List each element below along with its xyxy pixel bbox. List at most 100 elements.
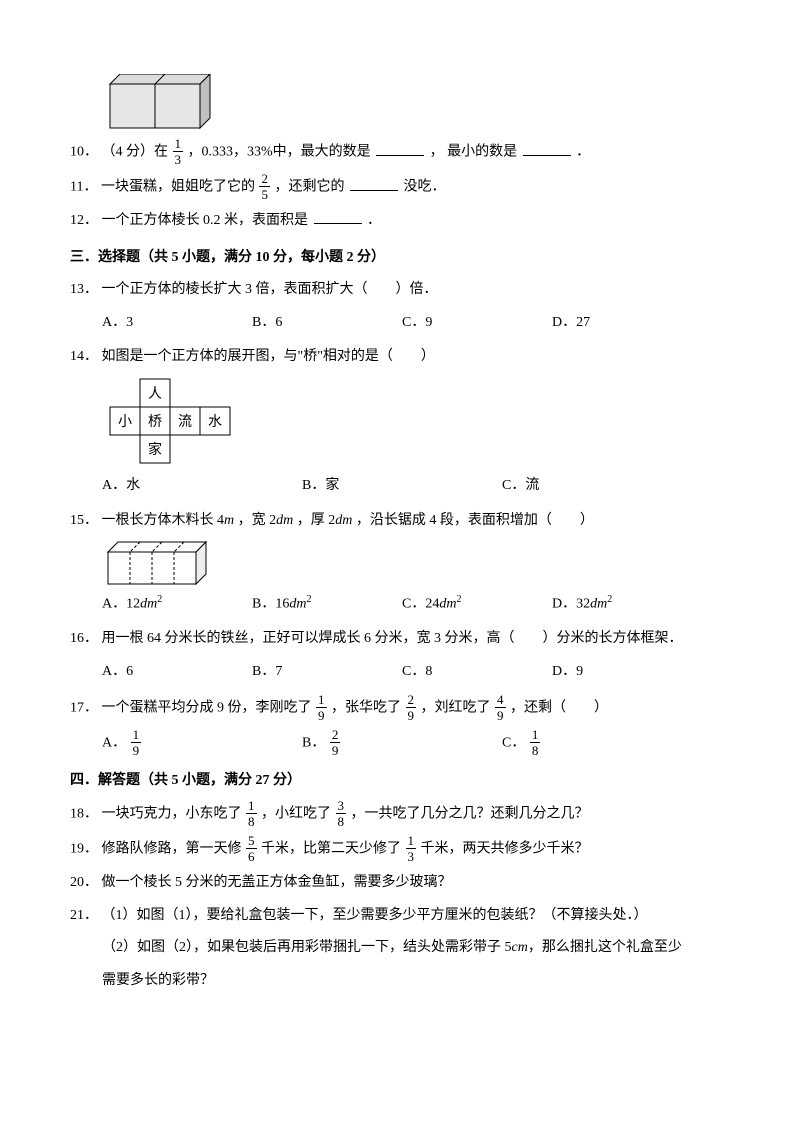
net-cell-5: 家 bbox=[148, 441, 162, 458]
figure-net: 人 小 桥 流 水 家 bbox=[102, 377, 252, 469]
q13-choice-d[interactable]: D．27 bbox=[552, 310, 702, 337]
q11-num: 11． bbox=[70, 180, 97, 195]
q13-num: 13． bbox=[70, 282, 98, 297]
q17-end: ，还剩（ ） bbox=[510, 700, 608, 715]
q19-mid: 千米，比第二天少修了 bbox=[261, 842, 401, 857]
q13-choices: A．3 B．6 C．9 D．27 bbox=[70, 310, 723, 337]
q17-frac2: 29 bbox=[406, 693, 417, 722]
question-21-line3: 需要多长的彩带？ bbox=[70, 968, 723, 995]
q16-choice-d[interactable]: D．9 bbox=[552, 659, 702, 686]
q13-choice-c[interactable]: C．9 bbox=[402, 310, 552, 337]
question-12: 12． 一个正方体棱长 0.2 米，表面积是 ． bbox=[70, 208, 723, 235]
q16-text: 用一根 64 分米长的铁丝，正好可以焊成长 6 分米，宽 3 分米，高（ ）分米… bbox=[102, 631, 683, 646]
q19-frac2: 13 bbox=[406, 834, 417, 863]
q21-l3: 需要多长的彩带？ bbox=[102, 973, 214, 988]
net-cell-2: 桥 bbox=[148, 414, 162, 430]
q19-pre: 修路队修路，第一天修 bbox=[102, 842, 242, 857]
q19-num: 19． bbox=[70, 842, 98, 857]
q20-num: 20． bbox=[70, 875, 98, 890]
question-11: 11． 一块蛋糕，姐姐吃了它的 25 ，还剩它的 没吃． bbox=[70, 173, 723, 202]
net-cell-4: 水 bbox=[208, 414, 222, 430]
q17-choice-c[interactable]: C． 18 bbox=[502, 729, 702, 758]
question-17: 17． 一个蛋糕平均分成 9 份，李刚吃了 19 ，张华吃了 29 ，刘红吃了 … bbox=[70, 694, 723, 723]
q14-num: 14． bbox=[70, 349, 98, 364]
q21-l1: （1）如图（1），要给礼盒包装一下，至少需要多少平方厘米的包装纸？（不算接头处．… bbox=[102, 908, 648, 923]
q17-choices: A． 19 B． 29 C． 18 bbox=[70, 729, 723, 758]
q11-frac: 25 bbox=[259, 172, 270, 201]
q15-choice-d[interactable]: D．32dm2 bbox=[552, 590, 702, 618]
net-cell-0: 人 bbox=[148, 386, 162, 402]
q16-num: 16． bbox=[70, 631, 98, 646]
q10-mid: ，0.333，33%中，最大的数是 bbox=[188, 145, 371, 160]
q15-choices: A．12dm2 B．16dm2 C．24dm2 D．32dm2 bbox=[70, 590, 723, 618]
q14-text: 如图是一个正方体的展开图，与"桥"相对的是（ ） bbox=[102, 349, 435, 364]
q10-mid2: ， 最小的数是 bbox=[430, 145, 518, 160]
q14-choices: A．水 B．家 C．流 bbox=[70, 473, 723, 500]
question-10: 10． （4 分）在 13 ，0.333，33%中，最大的数是 ， 最小的数是 … bbox=[70, 138, 723, 167]
q17-pre: 一个蛋糕平均分成 9 份，李刚吃了 bbox=[102, 700, 312, 715]
q14-choice-b[interactable]: B．家 bbox=[302, 473, 502, 500]
q18-frac2: 38 bbox=[336, 799, 347, 828]
q15-choice-b[interactable]: B．16dm2 bbox=[252, 590, 402, 618]
q21-l2-end: ，那么捆扎这个礼盒至少 bbox=[528, 940, 682, 955]
q18-num: 18． bbox=[70, 807, 98, 822]
q18-pre: 一块巧克力，小东吃了 bbox=[102, 807, 242, 822]
question-14: 14． 如图是一个正方体的展开图，与"桥"相对的是（ ） bbox=[70, 344, 723, 371]
q12-num: 12． bbox=[70, 213, 98, 228]
q19-end: 千米，两天共修多少千米？ bbox=[421, 842, 589, 857]
q15-mid1: ，宽 2 bbox=[238, 513, 277, 528]
q16-choice-c[interactable]: C．8 bbox=[402, 659, 552, 686]
q13-choice-b[interactable]: B．6 bbox=[252, 310, 402, 337]
section-3-heading: 三．选择题（共 5 小题，满分 10 分，每小题 2 分） bbox=[70, 245, 723, 272]
q17-mid2: ，刘红吃了 bbox=[421, 700, 491, 715]
q12-end: ． bbox=[367, 213, 381, 228]
q13-choice-a[interactable]: A．3 bbox=[102, 310, 252, 337]
q16-choice-a[interactable]: A．6 bbox=[102, 659, 252, 686]
q17-num: 17． bbox=[70, 700, 98, 715]
q10-num: 10． bbox=[70, 145, 98, 160]
q10-end: ． bbox=[576, 145, 590, 160]
q21-l2-cm: cm bbox=[512, 940, 528, 955]
q17-choice-b[interactable]: B． 29 bbox=[302, 729, 502, 758]
q15-end: ，沿长锯成 4 段，表面积增加（ ） bbox=[356, 513, 594, 528]
q15-choice-c[interactable]: C．24dm2 bbox=[402, 590, 552, 618]
q18-end: ，一共吃了几分之几？还剩几分之几？ bbox=[351, 807, 589, 822]
q15-dm2: dm bbox=[335, 513, 352, 528]
q17-mid1: ，张华吃了 bbox=[331, 700, 401, 715]
q11-end: 没吃． bbox=[403, 180, 445, 195]
question-20: 20． 做一个棱长 5 分米的无盖正方体金鱼缸，需要多少玻璃？ bbox=[70, 870, 723, 897]
question-21: 21． （1）如图（1），要给礼盒包装一下，至少需要多少平方厘米的包装纸？（不算… bbox=[70, 903, 723, 930]
section-4-heading: 四．解答题（共 5 小题，满分 27 分） bbox=[70, 768, 723, 795]
q18-frac1: 18 bbox=[246, 799, 257, 828]
q11-mid: ，还剩它的 bbox=[274, 180, 344, 195]
figure-cuboid-segments bbox=[102, 540, 212, 586]
q16-choice-b[interactable]: B．7 bbox=[252, 659, 402, 686]
q14-choice-a[interactable]: A．水 bbox=[102, 473, 302, 500]
q18-mid: ，小红吃了 bbox=[261, 807, 331, 822]
figure-two-cubes bbox=[102, 74, 212, 130]
question-15: 15． 一根长方体木料长 4m ，宽 2dm ，厚 2dm ，沿长锯成 4 段，… bbox=[70, 508, 723, 535]
q14-choice-c[interactable]: C．流 bbox=[502, 473, 702, 500]
question-21-line2: （2）如图（2），如果包装后再用彩带捆扎一下，结头处需彩带子 5cm，那么捆扎这… bbox=[70, 935, 723, 962]
q15-dm1: dm bbox=[276, 513, 293, 528]
q11-pre: 一块蛋糕，姐姐吃了它的 bbox=[101, 180, 255, 195]
question-16: 16． 用一根 64 分米长的铁丝，正好可以焊成长 6 分米，宽 3 分米，高（… bbox=[70, 626, 723, 653]
q21-l2-pre: （2）如图（2），如果包装后再用彩带捆扎一下，结头处需彩带子 5 bbox=[102, 940, 512, 955]
q10-blank1[interactable] bbox=[376, 141, 424, 156]
question-19: 19． 修路队修路，第一天修 56 千米，比第二天少修了 13 千米，两天共修多… bbox=[70, 835, 723, 864]
q19-frac1: 56 bbox=[246, 834, 257, 863]
q11-blank[interactable] bbox=[350, 176, 398, 191]
q15-pre: 一根长方体木料长 4 bbox=[102, 513, 225, 528]
q10-points: （4 分）在 bbox=[102, 145, 169, 160]
q15-num: 15． bbox=[70, 513, 98, 528]
q17-choice-a[interactable]: A． 19 bbox=[102, 729, 302, 758]
q10-frac: 13 bbox=[173, 137, 184, 166]
question-13: 13． 一个正方体的棱长扩大 3 倍，表面积扩大（ ）倍． bbox=[70, 277, 723, 304]
q10-blank2[interactable] bbox=[523, 141, 571, 156]
net-cell-1: 小 bbox=[118, 414, 132, 430]
q15-choice-a[interactable]: A．12dm2 bbox=[102, 590, 252, 618]
q15-m: m bbox=[224, 513, 234, 528]
q16-choices: A．6 B．7 C．8 D．9 bbox=[70, 659, 723, 686]
q12-blank[interactable] bbox=[314, 209, 362, 224]
q13-text: 一个正方体的棱长扩大 3 倍，表面积扩大（ ）倍． bbox=[102, 282, 438, 297]
